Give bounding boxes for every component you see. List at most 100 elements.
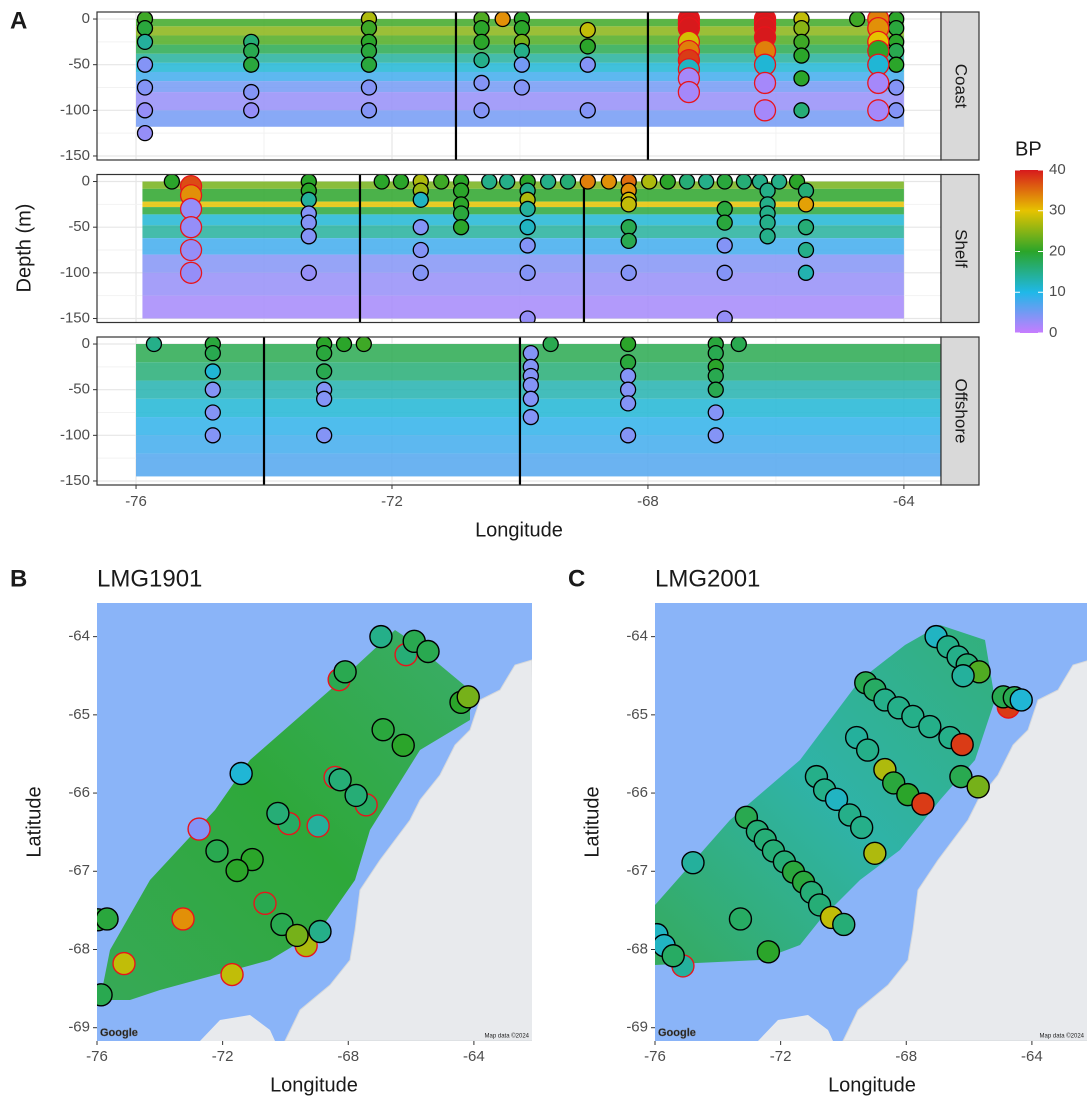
point (137, 80, 152, 95)
point (205, 346, 220, 361)
point (345, 784, 367, 806)
point (851, 816, 873, 838)
point (736, 174, 751, 189)
point (580, 39, 595, 54)
point (137, 57, 152, 72)
point (772, 174, 787, 189)
point (514, 80, 529, 95)
point (794, 103, 809, 118)
point (580, 174, 595, 189)
field-band (136, 344, 949, 362)
x-tick-label: -68 (637, 493, 659, 510)
point (580, 22, 595, 37)
flagged-point (221, 964, 243, 986)
x-tick-label: -72 (770, 1048, 792, 1065)
point (662, 945, 684, 967)
point (164, 174, 179, 189)
y-axis-title: Latitude (581, 786, 603, 857)
strip-label: Shelf (952, 229, 971, 268)
point (621, 396, 636, 411)
map-credit: Map data ©2024 (485, 1033, 530, 1040)
panel-label: B (10, 565, 27, 592)
point (474, 53, 489, 68)
y-tick-label: -66 (68, 784, 90, 801)
point (361, 43, 376, 58)
point (317, 391, 332, 406)
x-axis-title: Longitude (475, 519, 563, 541)
point (967, 776, 989, 798)
point (1010, 689, 1032, 711)
flagged-point (755, 100, 776, 121)
flagged-point (181, 217, 202, 238)
point (708, 405, 723, 420)
point (454, 183, 469, 198)
point (267, 802, 289, 824)
y-tick-label: -65 (68, 706, 90, 723)
attribution: Google (658, 1027, 696, 1039)
flagged-point (181, 262, 202, 283)
point (454, 220, 469, 235)
point (541, 174, 556, 189)
point (708, 428, 723, 443)
point (361, 80, 376, 95)
point (580, 57, 595, 72)
point (794, 34, 809, 49)
y-tick-label: 0 (82, 172, 90, 189)
point (889, 103, 904, 118)
x-tick-label: -64 (1021, 1048, 1043, 1065)
point (889, 80, 904, 95)
y-tick-label: -64 (626, 628, 648, 645)
colorbar-label: 0 (1049, 324, 1057, 341)
point (301, 265, 316, 280)
y-axis-title: Latitude (23, 786, 45, 857)
point (717, 238, 732, 253)
point (798, 220, 813, 235)
facet (97, 9, 941, 160)
point (798, 183, 813, 198)
point (717, 201, 732, 216)
y-tick-label: -68 (626, 940, 648, 957)
point (660, 174, 675, 189)
point (621, 428, 636, 443)
strip-label: Offshore (952, 379, 971, 444)
y-tick-label: 0 (82, 335, 90, 352)
x-tick-label: -76 (644, 1048, 666, 1065)
point (474, 75, 489, 90)
strip-label: Coast (952, 64, 971, 109)
point (393, 174, 408, 189)
point (717, 174, 732, 189)
figure: ACoast0-50-100-150Shelf0-50-100-150Offsh… (0, 0, 1087, 1100)
flagged-point (307, 815, 329, 837)
point (621, 337, 636, 352)
y-tick-label: -150 (60, 147, 90, 164)
point (413, 192, 428, 207)
point (731, 337, 746, 352)
point (621, 368, 636, 383)
point (621, 355, 636, 370)
point (474, 103, 489, 118)
point (850, 12, 865, 27)
flagged-point (188, 818, 210, 840)
point (244, 43, 259, 58)
y-tick-label: -65 (626, 706, 648, 723)
point (413, 265, 428, 280)
point (757, 941, 779, 963)
x-axis-title: Longitude (828, 1074, 916, 1096)
point (760, 229, 775, 244)
point (717, 265, 732, 280)
map-title: LMG2001 (655, 565, 760, 592)
point (520, 220, 535, 235)
point (244, 85, 259, 100)
point (137, 126, 152, 141)
point (798, 197, 813, 212)
point (717, 311, 732, 326)
point (708, 368, 723, 383)
point (205, 428, 220, 443)
x-axis-title: Longitude (270, 1074, 358, 1096)
point (317, 346, 332, 361)
y-tick-label: -68 (68, 940, 90, 957)
point (434, 174, 449, 189)
facet (97, 337, 949, 485)
y-tick-label: -150 (60, 472, 90, 489)
point (361, 57, 376, 72)
